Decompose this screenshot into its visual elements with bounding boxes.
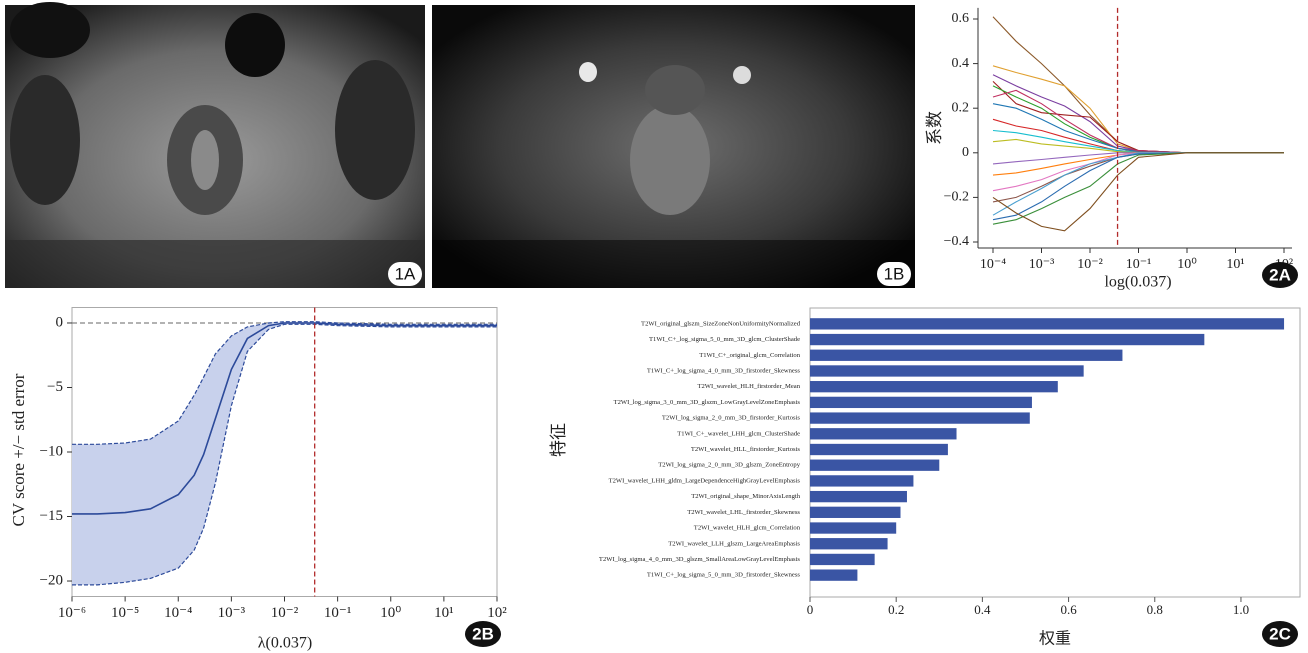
x-axis-label: log(0.037) (1104, 274, 1171, 291)
series-line (993, 153, 1284, 220)
x-tick-label: 1.0 (1233, 602, 1249, 617)
panel-label: 2B (472, 624, 494, 643)
x-tick-label: 10⁻¹ (1126, 257, 1152, 272)
y-tick-label: T2WI_wavelet_LHH_gldm_LargeDependenceHig… (609, 477, 801, 484)
bar (810, 522, 896, 533)
bar (810, 412, 1030, 423)
x-tick-label: 10⁰ (1177, 257, 1197, 272)
mri-image-1b: 1B (432, 5, 915, 288)
y-tick-label: −10 (40, 443, 63, 459)
x-tick-label: 10⁰ (380, 605, 401, 621)
x-tick-label: 10¹ (434, 605, 454, 621)
y-tick-label: −0.4 (944, 234, 969, 249)
bar (810, 381, 1058, 392)
y-tick-label: T2WI_log_sigma_3_0_mm_3D_glszm_LowGrayLe… (614, 399, 801, 406)
y-axis-label: 特征 (549, 423, 568, 457)
y-tick-label: T2WI_wavelet_HLL_firstorder_Kurtosis (691, 446, 801, 453)
mri-image-1a: 1A (5, 2, 425, 288)
y-tick-label: T2WI_original_shape_MinorAxisLength (691, 493, 800, 500)
series-line (993, 66, 1284, 153)
bar (810, 318, 1284, 329)
series-line (993, 153, 1284, 191)
x-tick-label: 10² (487, 605, 507, 621)
bar (810, 397, 1032, 408)
bar (810, 491, 907, 502)
y-tick-label: T2WI_log_sigma_4_0_mm_3D_glszm_SmallArea… (599, 556, 801, 563)
bar (810, 365, 1084, 376)
x-tick-label: 10⁻² (271, 605, 299, 621)
bar (810, 460, 939, 471)
y-tick-label: T1WI_C+_log_sigma_4_0_mm_3D_firstorder_S… (647, 367, 801, 374)
x-tick-label: 10⁻⁶ (58, 605, 86, 621)
y-tick-label: T1WI_C+_original_glcm_Correlation (699, 352, 800, 359)
bar (810, 350, 1122, 361)
bar (810, 428, 957, 439)
y-tick-label: T1WI_C+_log_sigma_5_0_mm_3D_glcm_Cluster… (649, 336, 800, 343)
y-tick-label: T2WI_wavelet_HLH_firstorder_Mean (697, 383, 800, 390)
bar (810, 444, 948, 455)
x-tick-label: 10⁻⁴ (980, 257, 1006, 272)
x-tick-label: 10⁻¹ (324, 605, 351, 621)
y-tick-label: 0.2 (952, 100, 970, 115)
y-tick-label: T1WI_C+_wavelet_LHH_glcm_ClusterShade (677, 430, 800, 437)
x-tick-label: 0 (807, 602, 814, 617)
x-tick-label: 10⁻³ (218, 605, 246, 621)
y-tick-label: T2WI_original_glszm_SizeZoneNonUniformit… (641, 320, 801, 327)
panel-label: 2C (1269, 624, 1291, 643)
y-tick-label: 0.4 (952, 56, 970, 71)
panel-label: 2A (1269, 265, 1291, 284)
y-tick-label: T2WI_log_sigma_2_0_mm_3D_firstorder_Kurt… (662, 415, 801, 422)
y-axis-label: CV score +/− std error (9, 373, 28, 526)
y-tick-label: T2WI_log_sigma_2_0_mm_3D_glszm_ZoneEntro… (658, 462, 800, 469)
panel-label: 1A (395, 264, 416, 283)
y-tick-label: −0.2 (944, 190, 969, 205)
y-tick-label: −15 (40, 508, 63, 524)
figure: 1A 1B −0.4 −0.2 0 0.2 0.4 0.6 10⁻⁴ 10⁻³ 10⁻² 10⁻¹… (0, 0, 1308, 653)
series-line (993, 75, 1284, 153)
x-axis-label: λ(0.037) (258, 635, 312, 652)
x-axis-label: 权重 (1039, 630, 1071, 648)
x-tick-label: 10⁻² (1077, 257, 1103, 272)
x-tick-label: 10⁻⁴ (164, 605, 192, 621)
series-line (993, 153, 1284, 215)
x-tick-label: 0.6 (1060, 602, 1077, 617)
y-axis-label: 系数 (925, 111, 944, 145)
y-tick-label: 0 (962, 145, 969, 160)
bar (810, 334, 1204, 345)
y-tick-label: 0 (56, 314, 64, 330)
y-tick-label: 0.6 (952, 11, 970, 26)
x-tick-label: 0.8 (1147, 602, 1163, 617)
bar (810, 538, 888, 549)
x-tick-label: 10⁻³ (1029, 257, 1055, 272)
series-line (993, 17, 1284, 153)
y-tick-label: T1WI_C+_log_sigma_5_0_mm_3D_firstorder_S… (647, 572, 801, 579)
bar (810, 507, 901, 518)
y-tick-label: T2WI_wavelet_LHL_firstorder_Skewness (687, 509, 800, 516)
x-tick-label: 10¹ (1226, 257, 1244, 272)
x-tick-label: 0.4 (974, 602, 991, 617)
series-line (993, 131, 1284, 153)
x-tick-label: 0.2 (888, 602, 904, 617)
x-tick-label: 10⁻⁵ (111, 605, 139, 621)
y-tick-label: −5 (47, 379, 63, 395)
bar (810, 475, 913, 486)
series-line (993, 153, 1284, 175)
error-band (72, 322, 497, 585)
y-tick-label: −20 (40, 572, 63, 588)
y-tick-label: T2WI_wavelet_LLH_glszm_LargeAreaEmphasis (668, 540, 800, 547)
bar (810, 554, 875, 565)
upper-bound (72, 322, 497, 445)
panel-label: 1B (884, 264, 905, 283)
y-tick-label: T2WI_wavelet_HLH_glcm_Correlation (694, 525, 801, 532)
bar (810, 569, 857, 580)
series-line (993, 153, 1284, 231)
